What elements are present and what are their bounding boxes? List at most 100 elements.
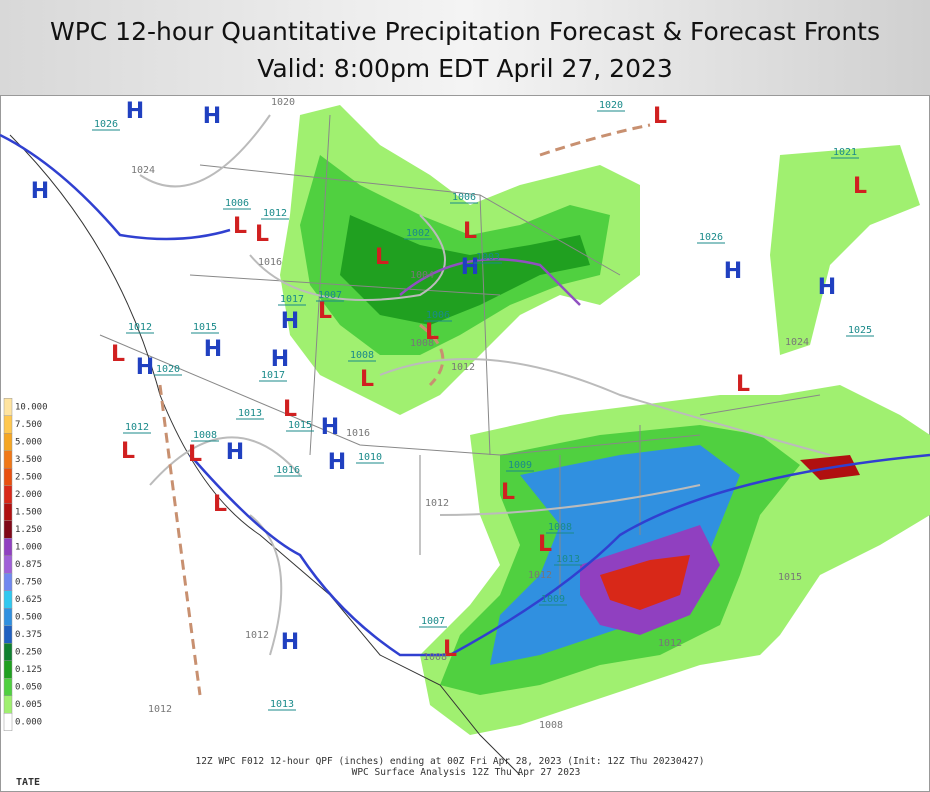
- low-center: L: [653, 104, 667, 129]
- low-center: L: [121, 439, 135, 464]
- legend-swatch: [3, 485, 13, 504]
- high-center: H: [321, 415, 339, 440]
- low-center: L: [463, 219, 477, 244]
- footer-line2: WPC Surface Analysis 12Z Thu Apr 27 2023: [352, 767, 581, 778]
- legend-label: 1.250: [15, 525, 42, 535]
- legend-label: 0.125: [15, 665, 42, 675]
- center-pressure: 1016: [276, 465, 300, 476]
- legend-label: 0.500: [15, 613, 42, 623]
- legend-label: 0.750: [15, 578, 42, 588]
- center-pressure: 1008: [350, 350, 374, 361]
- low-center: L: [853, 174, 867, 199]
- low-center: L: [538, 532, 552, 557]
- center-pressure: 1020: [156, 364, 180, 375]
- center-pressure: 1017: [261, 370, 285, 381]
- isobar-label: 1020: [271, 97, 295, 108]
- legend-label: 1.500: [15, 508, 42, 518]
- low-center: L: [736, 372, 750, 397]
- low-center: L: [443, 637, 457, 662]
- legend-swatch: [3, 538, 13, 556]
- high-center: H: [461, 255, 479, 280]
- center-pressure: 1020: [599, 100, 623, 111]
- center-pressure: 1012: [263, 208, 287, 219]
- legend-label: 0.250: [15, 648, 42, 658]
- center-pressure: 1003: [476, 252, 500, 263]
- center-pressure: 1026: [699, 232, 723, 243]
- center-pressure: 1006: [225, 198, 249, 209]
- legend-swatch: [3, 503, 13, 521]
- legend-swatch: [3, 608, 13, 626]
- low-center: L: [501, 480, 515, 505]
- legend-swatch: [3, 468, 13, 486]
- center-pressure: 1021: [833, 147, 857, 158]
- isobar-label: 1024: [131, 165, 155, 176]
- low-center: L: [283, 397, 297, 422]
- high-center: H: [818, 275, 836, 300]
- isobar-label: 1012: [451, 362, 475, 373]
- center-pressure: 1015: [193, 322, 217, 333]
- legend-swatch: [3, 520, 13, 539]
- legend-label: 7.500: [15, 420, 42, 430]
- isobar-label: 1012: [245, 630, 269, 641]
- legend-swatch: [3, 590, 13, 609]
- center-pressure: 1006: [426, 310, 450, 321]
- high-center: H: [203, 104, 221, 129]
- low-center: L: [111, 342, 125, 367]
- low-center: L: [425, 320, 439, 345]
- isobar-label: 1016: [346, 428, 370, 439]
- high-center: H: [126, 99, 144, 124]
- center-pressure: 1010: [358, 452, 382, 463]
- legend-label: 0.050: [15, 683, 42, 693]
- legend: 10.000 7.500 5.000 3.500 2.500 2.000 1.500 1.25…: [3, 398, 48, 731]
- high-center: H: [226, 440, 244, 465]
- legend-label: 0.375: [15, 630, 42, 640]
- center-pressure: 1002: [406, 228, 430, 239]
- center-pressure: 1013: [238, 408, 262, 419]
- low-center: L: [360, 367, 374, 392]
- center-pressure: 1025: [848, 325, 872, 336]
- legend-swatch: [3, 415, 13, 434]
- legend-swatch: [3, 625, 13, 644]
- isobar-label: 1008: [423, 652, 447, 663]
- isobar-label: 1012: [148, 704, 172, 715]
- legend-label: 2.500: [15, 473, 42, 483]
- legend-label: 5.000: [15, 438, 42, 448]
- center-pressure: 1012: [128, 322, 152, 333]
- isobar-label: 1004: [410, 270, 434, 281]
- legend-swatch: [3, 555, 13, 574]
- low-center: L: [255, 222, 269, 247]
- title: WPC 12-hour Quantitative Precipitation F…: [49, 17, 881, 46]
- center-pressure: 1008: [548, 522, 572, 533]
- isobar-label: 1016: [258, 257, 282, 268]
- low-center: L: [188, 442, 202, 467]
- center-pressure: 1013: [556, 554, 580, 565]
- legend-label: 0.000: [15, 718, 42, 728]
- subtitle: Valid: 8:00pm EDT April 27, 2023: [257, 54, 673, 83]
- header: WPC 12-hour Quantitative Precipitation F…: [0, 0, 930, 95]
- legend-label: 1.000: [15, 543, 42, 553]
- isobar-label: 1008: [539, 720, 563, 731]
- high-center: H: [204, 337, 222, 362]
- center-pressure: 1008: [193, 430, 217, 441]
- center-pressure: 1015: [288, 420, 312, 431]
- isobar-label: 1012: [425, 498, 449, 509]
- center-pressure: 1017: [280, 294, 304, 305]
- legend-label: 0.005: [15, 700, 42, 710]
- legend-swatch: [3, 643, 13, 661]
- low-center: L: [213, 492, 227, 517]
- low-center: L: [233, 214, 247, 239]
- legend-label: 0.625: [15, 595, 42, 605]
- isobars: [139, 114, 831, 656]
- low-center: L: [375, 245, 389, 270]
- legend-swatch: [3, 573, 13, 591]
- isobar-label: 1015: [778, 572, 802, 583]
- high-center: H: [31, 179, 49, 204]
- legend-label: 2.000: [15, 490, 42, 500]
- high-center: H: [136, 355, 154, 380]
- high-center: H: [328, 450, 346, 475]
- legend-label: 3.500: [15, 455, 42, 465]
- high-center: H: [281, 309, 299, 334]
- legend-swatch: [3, 713, 13, 731]
